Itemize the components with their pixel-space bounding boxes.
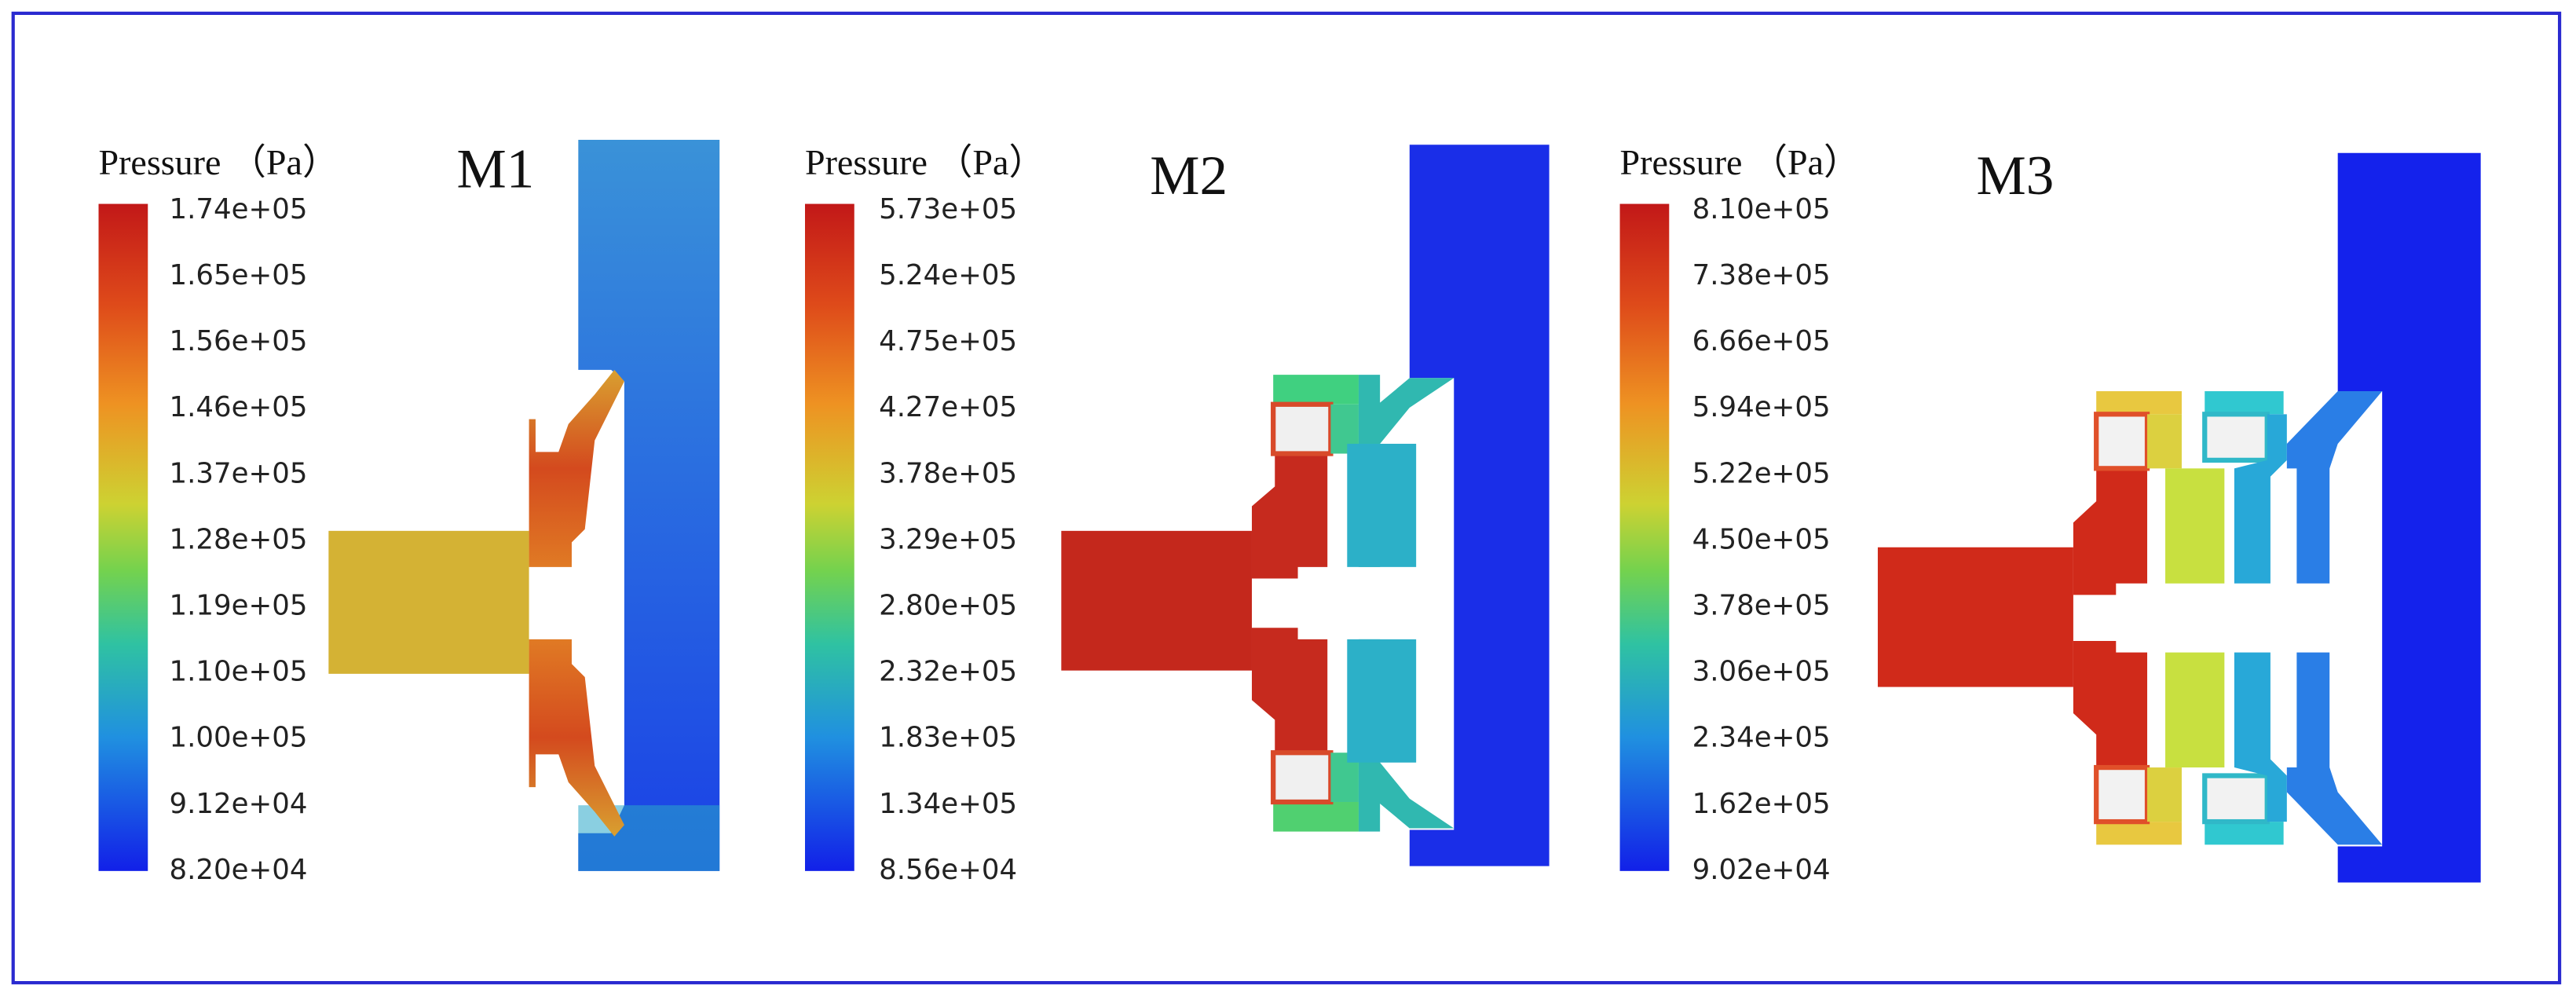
region bbox=[1347, 639, 1417, 763]
colorbar-tick-label: 8.20e+04 bbox=[169, 854, 307, 886]
colorbar-tick-label: 1.83e+05 bbox=[879, 722, 1017, 754]
region bbox=[2165, 468, 2225, 584]
region bbox=[2286, 652, 2383, 845]
legend-title: Pressure （Pa） bbox=[805, 142, 1045, 182]
region bbox=[2073, 640, 2148, 768]
colorbar-tick-label: 1.28e+05 bbox=[169, 523, 307, 555]
colorbar-tick-label: 7.38e+05 bbox=[1692, 259, 1831, 291]
colorbar-tick-label: 9.02e+04 bbox=[1692, 854, 1831, 886]
model-label: M1 bbox=[457, 139, 535, 200]
region bbox=[2165, 652, 2225, 768]
colorbar-tick-label: 3.78e+05 bbox=[879, 457, 1017, 489]
region bbox=[2096, 822, 2182, 845]
region bbox=[1251, 628, 1328, 755]
colorbar-tick-label: 5.22e+05 bbox=[1692, 457, 1831, 489]
region bbox=[1877, 547, 2073, 687]
model-label: M2 bbox=[1150, 145, 1228, 207]
region bbox=[2202, 773, 2270, 825]
colorbar-tick-label: 5.24e+05 bbox=[879, 259, 1017, 291]
colorbar-tick-label: 1.19e+05 bbox=[169, 589, 307, 621]
colorbar bbox=[98, 203, 148, 871]
colorbar-tick-label: 2.80e+05 bbox=[879, 589, 1017, 621]
colorbar-tick-label: 8.56e+04 bbox=[879, 854, 1017, 886]
colorbar-tick-label: 1.10e+05 bbox=[169, 656, 307, 688]
region bbox=[328, 530, 529, 674]
colorbar bbox=[805, 203, 854, 871]
colorbar-tick-label: 1.46e+05 bbox=[169, 391, 307, 423]
colorbar-tick-label: 3.29e+05 bbox=[879, 523, 1017, 555]
colorbar-tick-label: 3.06e+05 bbox=[1692, 656, 1831, 688]
upper-m2 bbox=[1251, 375, 1454, 579]
colorbar-tick-label: 1.65e+05 bbox=[169, 259, 307, 291]
colorbar-tick-label: 6.66e+05 bbox=[1692, 325, 1831, 357]
colorbar-tick-label: 2.32e+05 bbox=[879, 656, 1017, 688]
region bbox=[529, 369, 624, 567]
region bbox=[2286, 391, 2383, 584]
colorbar-tick-label: 4.27e+05 bbox=[879, 391, 1017, 423]
colorbar-tick-label: 9.12e+04 bbox=[169, 788, 307, 820]
frame bbox=[11, 11, 2562, 985]
colorbar bbox=[1619, 203, 1670, 871]
geometry-m2 bbox=[1061, 145, 1550, 866]
colorbar-tick-label: 5.94e+05 bbox=[1692, 391, 1831, 423]
colorbar-tick-label: 5.73e+05 bbox=[879, 193, 1017, 225]
region bbox=[1061, 530, 1252, 671]
region bbox=[578, 139, 720, 871]
region bbox=[1271, 401, 1334, 456]
colorbar-tick-label: 4.75e+05 bbox=[879, 325, 1017, 357]
region bbox=[2094, 764, 2150, 825]
colorbar-tick-label: 4.50e+05 bbox=[1692, 523, 1831, 555]
model-label: M3 bbox=[1976, 145, 2054, 207]
geometry-m3 bbox=[1877, 152, 2481, 883]
region bbox=[2205, 822, 2284, 845]
region bbox=[1251, 452, 1328, 579]
colorbar-tick-label: 8.10e+05 bbox=[1692, 193, 1831, 225]
region bbox=[1273, 375, 1359, 405]
colorbar-tick-label: 1.56e+05 bbox=[169, 325, 307, 357]
region bbox=[529, 639, 624, 837]
region bbox=[2094, 412, 2150, 471]
region bbox=[1409, 145, 1550, 866]
region bbox=[2096, 391, 2182, 415]
region bbox=[2147, 414, 2182, 469]
colorbar-tick-label: 1.74e+05 bbox=[169, 193, 307, 225]
region bbox=[2337, 152, 2481, 883]
region bbox=[2147, 767, 2182, 822]
region bbox=[1273, 801, 1359, 832]
legend-title: Pressure （Pa） bbox=[99, 142, 338, 182]
region bbox=[2073, 468, 2148, 595]
region bbox=[1347, 443, 1417, 567]
upper-m3 bbox=[2073, 391, 2383, 595]
colorbar-tick-label: 1.00e+05 bbox=[169, 722, 307, 754]
region bbox=[2202, 412, 2270, 463]
region bbox=[1358, 639, 1454, 832]
colorbar-tick-label: 3.78e+05 bbox=[1692, 589, 1831, 621]
legend-title: Pressure （Pa） bbox=[1620, 142, 1860, 182]
colorbar-tick-label: 1.62e+05 bbox=[1692, 788, 1831, 820]
region bbox=[1271, 750, 1334, 805]
colorbar-tick-label: 2.34e+05 bbox=[1692, 722, 1831, 754]
geometry-m1 bbox=[328, 139, 720, 871]
colorbar-tick-label: 1.34e+05 bbox=[879, 788, 1017, 820]
region bbox=[2205, 391, 2284, 415]
colorbar-tick-label: 1.37e+05 bbox=[169, 457, 307, 489]
region bbox=[2234, 414, 2287, 584]
region bbox=[1358, 375, 1454, 567]
region bbox=[2234, 652, 2287, 822]
